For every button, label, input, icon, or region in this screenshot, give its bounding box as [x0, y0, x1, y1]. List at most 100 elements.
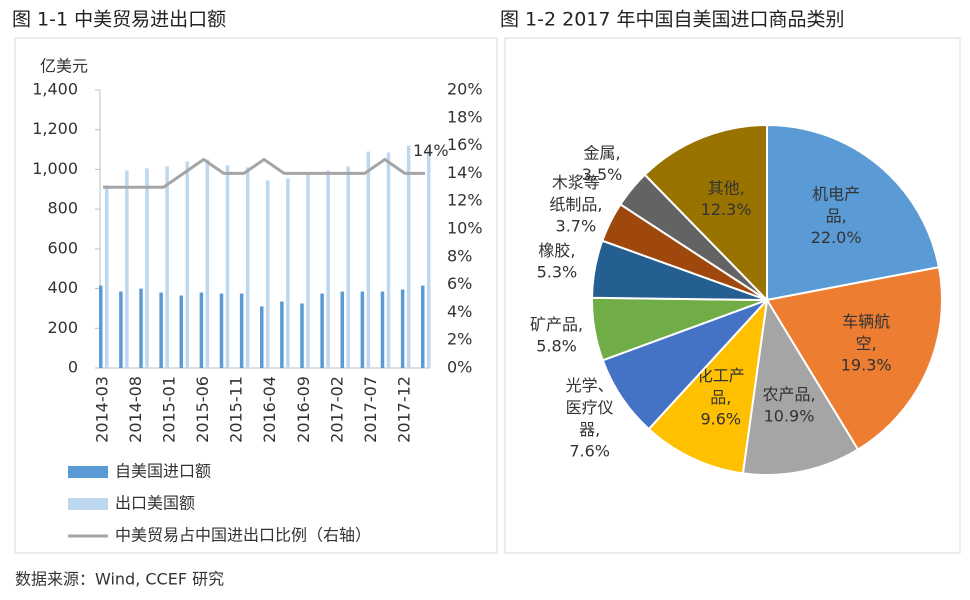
legend-label: 出口美国额: [115, 494, 195, 513]
bar: [326, 170, 330, 368]
bar: [260, 306, 264, 368]
pie-slice: [741, 297, 860, 476]
y-axis-label: 亿美元: [40, 57, 88, 76]
x-tick-label: 2017-02: [327, 376, 346, 443]
bar: [346, 166, 350, 368]
bar: [145, 168, 149, 368]
bar: [205, 159, 210, 368]
bar: [185, 161, 189, 368]
x-tick-label: 2017-07: [361, 376, 380, 443]
bar: [286, 178, 290, 368]
bar: [119, 291, 123, 368]
bar: [219, 293, 224, 368]
bar: [125, 170, 129, 368]
bar: [165, 166, 169, 368]
y2-tick-label: 12%: [447, 191, 483, 210]
bar: [266, 180, 270, 368]
bar: [179, 295, 183, 368]
bar: [340, 291, 344, 368]
category-label: 化工产品,: [697, 366, 745, 407]
bar: [306, 174, 310, 368]
panel-border: [14, 37, 498, 554]
bar: [239, 293, 244, 368]
category-label: 矿产品,: [530, 315, 583, 334]
data-label: 22.0%: [811, 228, 862, 247]
x-tick-label: 2014-03: [93, 376, 112, 443]
y2-tick-label: 18%: [447, 107, 483, 126]
category-label: 机电产品,: [812, 184, 860, 225]
y2-tick-label: 20%: [447, 80, 483, 99]
data-label: 14%: [413, 141, 449, 160]
category-label: 其他,: [708, 178, 745, 197]
bar: [421, 285, 425, 368]
category-label: 橡胶,: [538, 240, 575, 259]
y2-tick-label: 8%: [447, 246, 472, 265]
data-label: 7.6%: [569, 441, 610, 460]
bar: [199, 292, 204, 368]
source-note: 数据来源：Wind, CCEF 研究: [15, 570, 224, 589]
y-tick-label: 800: [47, 199, 78, 218]
bar: [386, 152, 391, 368]
y-tick-label: 1,400: [32, 80, 78, 99]
x-tick-label: 2015-11: [227, 376, 246, 443]
pie-slice: [643, 123, 768, 303]
category-label: 金属,: [584, 143, 621, 162]
chart-title: 图 1-1 中美贸易进出口额: [12, 9, 226, 31]
legend-label: 自美国进口额: [115, 462, 211, 481]
bar: [99, 285, 103, 368]
bar: [406, 145, 411, 368]
data-label: 9.6%: [700, 410, 741, 429]
y2-tick-label: 4%: [447, 302, 472, 321]
legend-swatch: [68, 498, 108, 510]
bar: [300, 303, 304, 368]
category-label: 光学、医疗仪器,: [566, 375, 614, 438]
bar: [245, 167, 250, 368]
category-label: 木浆等纸制品,: [549, 172, 602, 213]
bar: [320, 293, 324, 368]
bar: [159, 292, 163, 368]
data-label: 10.9%: [764, 407, 815, 426]
data-label: 3.7%: [556, 216, 597, 235]
x-tick-label: 2015-01: [160, 376, 179, 443]
y2-tick-label: 0%: [447, 358, 472, 377]
y2-tick-label: 16%: [447, 135, 483, 154]
x-tick-label: 2014-08: [126, 376, 145, 443]
bar: [139, 288, 143, 368]
data-label: 5.3%: [537, 262, 578, 281]
category-label: 农产品,: [762, 385, 815, 404]
y2-tick-label: 2%: [447, 330, 472, 349]
y-tick-label: 600: [47, 238, 78, 257]
category-label: 车辆航空,: [842, 312, 890, 353]
legend-label: 中美贸易占中国进出口比例（右轴）: [115, 526, 371, 545]
line-series: [103, 157, 425, 189]
bar: [225, 165, 230, 368]
y-tick-label: 1,200: [32, 119, 78, 138]
chart-title: 图 1-2 2017 年中国自美国进口商品类别: [500, 9, 845, 31]
bar: [380, 291, 385, 368]
x-tick-label: 2017-12: [394, 376, 413, 443]
y2-tick-label: 10%: [447, 219, 483, 238]
bar: [105, 185, 109, 368]
bar: [400, 289, 405, 368]
x-tick-label: 2016-09: [294, 376, 313, 443]
x-tick-label: 2016-04: [260, 376, 279, 443]
data-label: 3.5%: [582, 165, 623, 184]
data-label: 19.3%: [841, 356, 892, 375]
bar: [366, 151, 371, 368]
pie-slice: [647, 296, 769, 475]
y2-tick-label: 14%: [447, 163, 483, 182]
x-tick-label: 2015-06: [193, 376, 212, 443]
panel-border: [504, 37, 961, 554]
y-tick-label: 1,000: [32, 159, 78, 178]
bar: [427, 149, 431, 368]
data-label: 5.8%: [536, 337, 577, 356]
pie-slice: [766, 123, 941, 302]
y-tick-label: 400: [47, 278, 78, 297]
y2-tick-label: 6%: [447, 274, 472, 293]
bar: [280, 301, 284, 368]
y-tick-label: 200: [47, 318, 78, 337]
pie-slice: [765, 266, 943, 451]
y-tick-label: 0: [68, 358, 78, 377]
